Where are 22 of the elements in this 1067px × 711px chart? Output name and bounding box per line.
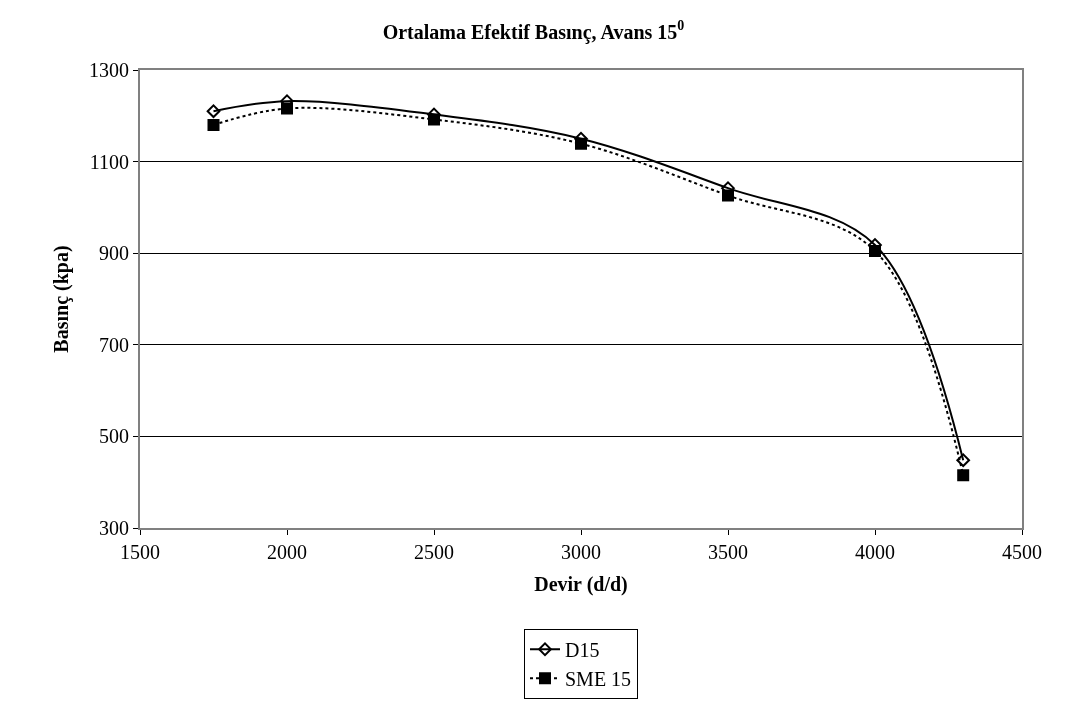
x-axis-title: Devir (d/d) — [534, 573, 628, 596]
x-tick-label: 4000 — [855, 541, 895, 563]
x-tick-label: 1500 — [120, 541, 160, 563]
y-axis-title: Basınç (kpa) — [50, 245, 73, 353]
y-tick-label: 500 — [99, 425, 129, 448]
x-tick-label: 3500 — [708, 541, 748, 563]
x-tick-label: 2500 — [414, 541, 454, 563]
x-tick-label: 3000 — [561, 541, 601, 563]
legend-label: SME 15 — [565, 668, 632, 691]
legend-label: D15 — [565, 639, 600, 662]
chart-title: Ortalama Efektif Basınç, Avans 15$^{0}$ — [382, 18, 685, 44]
point — [206, 104, 221, 119]
x-tick-label: 4500 — [1002, 541, 1042, 563]
point — [957, 469, 970, 482]
y-tick-label: 1100 — [89, 150, 129, 173]
y-tick-label: 700 — [99, 333, 129, 356]
y-tick-label: 1300 — [89, 59, 129, 81]
y-tick-label: 300 — [99, 517, 129, 539]
point — [956, 453, 971, 468]
point — [207, 118, 220, 131]
x-tick-label: 2000 — [267, 541, 307, 563]
y-tick-label: 900 — [99, 242, 129, 265]
